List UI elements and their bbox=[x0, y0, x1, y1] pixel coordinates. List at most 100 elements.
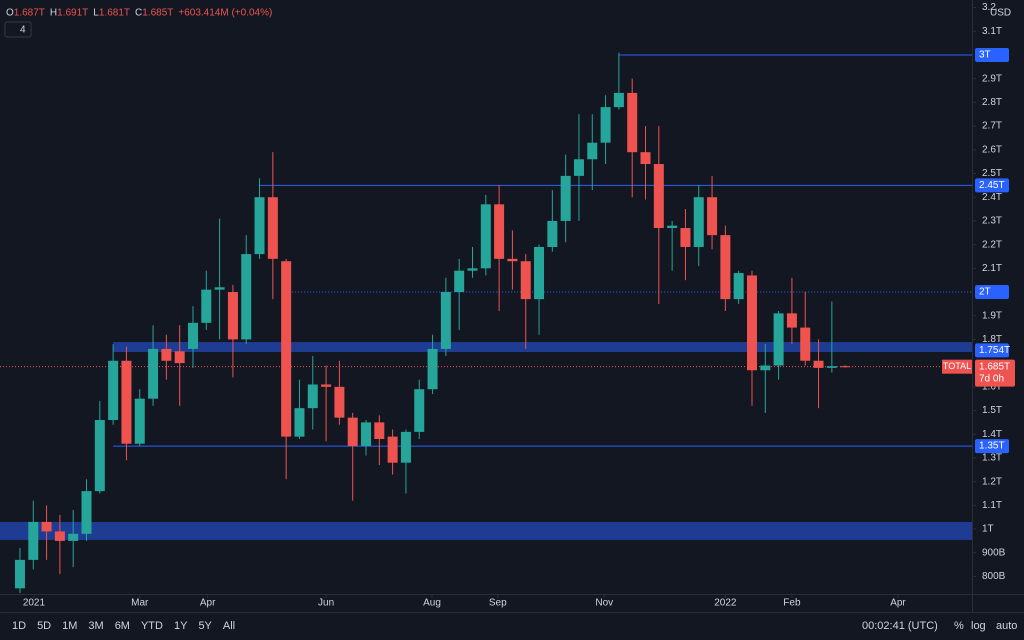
range-button[interactable]: 6M bbox=[115, 620, 130, 632]
y-tick-label: 800B bbox=[982, 571, 1006, 582]
legend-key: O bbox=[6, 8, 14, 19]
y-tick-label: 1T bbox=[982, 524, 994, 535]
candle-body bbox=[281, 261, 292, 437]
y-tick-label: 1.3T bbox=[982, 453, 1002, 464]
y-tick-label: 2.4T bbox=[982, 192, 1002, 203]
candle-body bbox=[400, 431, 411, 463]
x-tick-label: 2022 bbox=[714, 598, 737, 609]
candle-body bbox=[600, 107, 611, 143]
range-button[interactable]: 1Y bbox=[174, 620, 188, 632]
level-label: 2T bbox=[979, 287, 991, 298]
candle-body bbox=[347, 417, 358, 447]
candle-body bbox=[321, 384, 332, 387]
candle-body bbox=[826, 366, 837, 368]
currency[interactable]: USD bbox=[990, 8, 1011, 19]
candle-body bbox=[214, 287, 225, 290]
level-label: 1.754T bbox=[979, 345, 1010, 356]
level-label: 3T bbox=[979, 50, 991, 61]
candle-body bbox=[507, 258, 518, 262]
candle-body bbox=[14, 559, 25, 589]
level-label: 1.35T bbox=[979, 441, 1005, 452]
x-tick-label: Apr bbox=[200, 598, 216, 609]
candle-body bbox=[800, 327, 811, 361]
candle-body bbox=[54, 531, 65, 541]
y-tick-label: 2.5T bbox=[982, 168, 1002, 179]
candle-body bbox=[573, 159, 584, 176]
y-tick-label: 3.2 bbox=[982, 2, 996, 13]
level-badge bbox=[975, 285, 1009, 300]
candle-body bbox=[427, 348, 438, 390]
legend-key: L bbox=[93, 8, 99, 19]
zone bbox=[113, 342, 972, 352]
candle-body bbox=[840, 366, 851, 368]
x-tick-label: Apr bbox=[890, 598, 906, 609]
candle-body bbox=[201, 289, 212, 323]
indicator-toggle[interactable] bbox=[4, 21, 32, 38]
legend-value: 1.685T bbox=[142, 8, 173, 19]
range-button[interactable]: All bbox=[223, 620, 235, 632]
candle-body bbox=[520, 261, 531, 300]
y-tick-label: 1.5T bbox=[982, 405, 1002, 416]
indicator-count[interactable]: 4 bbox=[20, 25, 26, 36]
legend-key: C bbox=[135, 8, 142, 19]
candle-body bbox=[467, 268, 478, 271]
level-badge bbox=[975, 439, 1009, 454]
candle-body bbox=[267, 197, 278, 259]
legend-value: 1.691T bbox=[57, 8, 88, 19]
overlay: 800B900B1T1.1T1.2T1.3T1.4T1.5T1.6T1.8T1.… bbox=[4, 2, 1017, 632]
y-tick-label: 2.7T bbox=[982, 121, 1002, 132]
x-tick-label: Sep bbox=[489, 598, 507, 609]
y-tick-label: 2.2T bbox=[982, 239, 1002, 250]
candle-body bbox=[440, 292, 451, 349]
symbol-label: TOTAL bbox=[943, 361, 971, 371]
y-tick-label: 3.1T bbox=[982, 26, 1002, 37]
level-label: 2.45T bbox=[979, 180, 1005, 191]
range-button[interactable]: 1M bbox=[62, 620, 77, 632]
y-tick-label: 2.3T bbox=[982, 216, 1002, 227]
x-tick-label: Nov bbox=[595, 598, 613, 609]
candle-body bbox=[361, 422, 372, 447]
level-badge bbox=[975, 178, 1009, 193]
legend-change: +603.414M (+0.04%) bbox=[178, 8, 272, 19]
candle-body bbox=[334, 386, 345, 418]
candle-body bbox=[148, 348, 159, 399]
candle-body bbox=[41, 521, 52, 532]
candle-body bbox=[294, 408, 305, 437]
candle-body bbox=[108, 360, 119, 421]
scale-option[interactable]: log bbox=[971, 620, 986, 632]
level-badge bbox=[975, 47, 1009, 62]
scale-option[interactable]: auto bbox=[996, 620, 1017, 632]
candle-body bbox=[28, 521, 39, 560]
price-label: 1.685T bbox=[979, 361, 1010, 372]
y-tick-label: 1.9T bbox=[982, 310, 1002, 321]
range-button[interactable]: 3M bbox=[88, 620, 103, 632]
y-tick-label: 900B bbox=[982, 547, 1006, 558]
range-button[interactable]: 5D bbox=[37, 620, 51, 632]
y-tick-label: 1.6T bbox=[982, 381, 1002, 392]
candle-body bbox=[560, 175, 571, 221]
candle-body bbox=[387, 436, 398, 463]
legend-value: 1.687T bbox=[14, 8, 45, 19]
level-badge bbox=[975, 343, 1009, 358]
candle-body bbox=[254, 197, 265, 255]
candle-body bbox=[121, 360, 132, 444]
candle-body bbox=[680, 228, 691, 247]
candle-body bbox=[760, 365, 771, 371]
range-button[interactable]: YTD bbox=[141, 620, 163, 632]
candle-body bbox=[68, 533, 79, 541]
candle-body bbox=[547, 220, 558, 247]
scale-option[interactable]: % bbox=[954, 620, 964, 632]
plot-area bbox=[0, 7, 976, 598]
countdown-label: 7d 0h bbox=[979, 373, 1004, 384]
candle-body bbox=[707, 197, 718, 236]
x-tick-label: Aug bbox=[423, 598, 441, 609]
x-tick-label: Jun bbox=[318, 598, 334, 609]
range-button[interactable]: 1D bbox=[12, 620, 26, 632]
range-button[interactable]: 5Y bbox=[198, 620, 212, 632]
y-tick-label: 1.8T bbox=[982, 334, 1002, 345]
candle-body bbox=[227, 292, 238, 340]
candle-body bbox=[813, 360, 824, 368]
candle-body bbox=[693, 197, 704, 247]
candle-body bbox=[773, 313, 784, 366]
